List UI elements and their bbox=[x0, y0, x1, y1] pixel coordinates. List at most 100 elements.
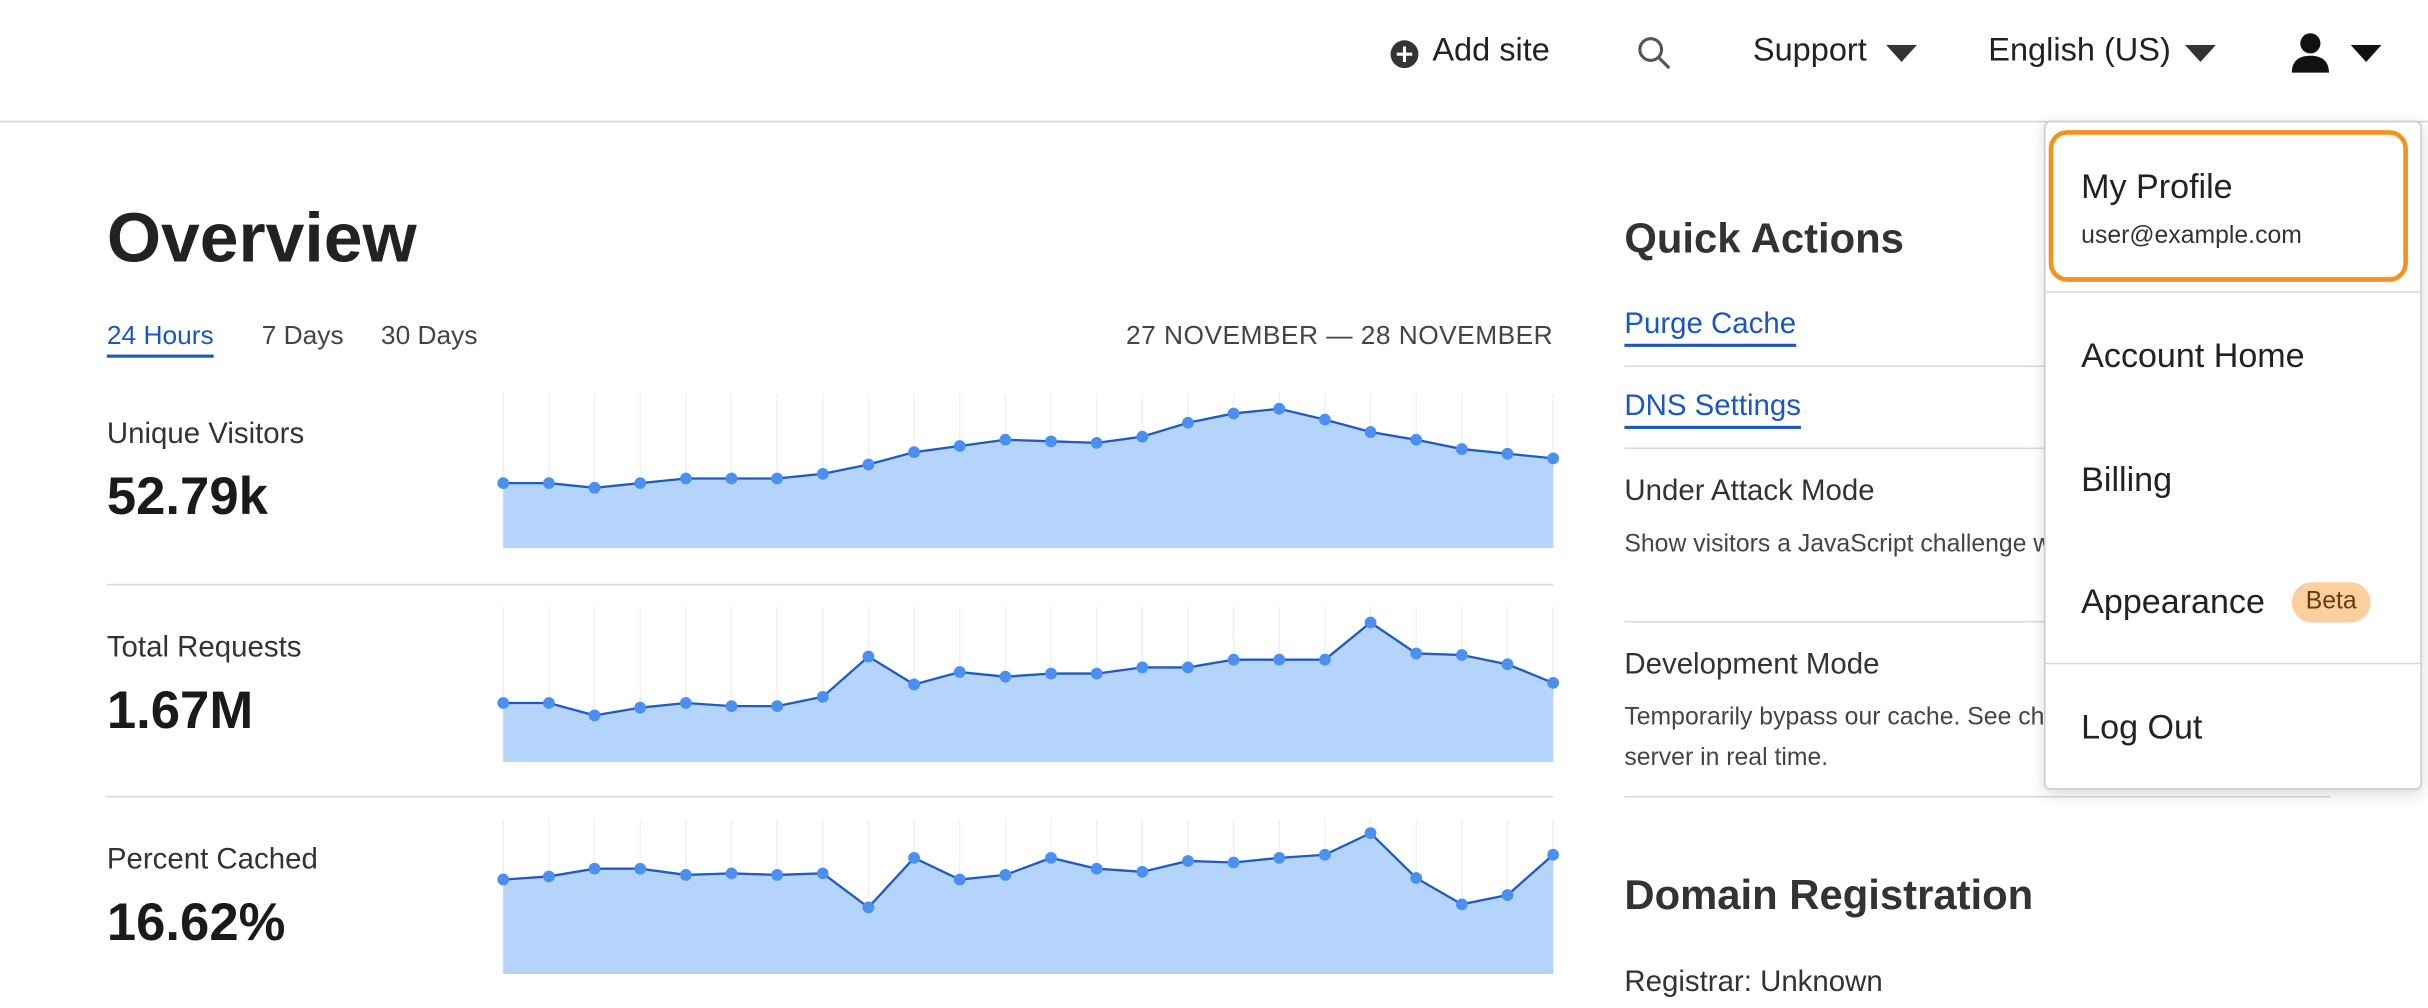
sparkline-point bbox=[816, 690, 829, 702]
sparkline-point bbox=[1227, 407, 1240, 420]
sparkline-point bbox=[1136, 865, 1149, 878]
caret bbox=[2350, 44, 2382, 62]
sparkline-point bbox=[908, 446, 920, 459]
sparkline-point bbox=[588, 862, 601, 875]
sparkline-point bbox=[1090, 436, 1103, 449]
sparkline-point bbox=[1455, 443, 1468, 455]
sparkline-point bbox=[1273, 402, 1286, 415]
metric-value: 1.67M bbox=[106, 680, 254, 740]
sparkline-point bbox=[1501, 447, 1514, 460]
sparkline-area bbox=[503, 621, 1554, 762]
metric-label: Unique Visitors bbox=[106, 418, 305, 451]
sparkline-point bbox=[816, 467, 829, 480]
sparkline-point bbox=[588, 708, 601, 721]
language-menu[interactable]: English (US) bbox=[1988, 32, 2171, 69]
separator bbox=[106, 583, 1554, 586]
header: Add site Support English (US) bbox=[0, 0, 2428, 123]
sparkline-area bbox=[503, 408, 1554, 549]
dns-settings-link[interactable]: DNS Settings bbox=[1624, 390, 1801, 429]
sparkline-point bbox=[908, 677, 920, 690]
sparkline-point bbox=[543, 696, 555, 709]
sparkline-point bbox=[497, 873, 510, 886]
sparkline-point bbox=[1455, 648, 1468, 661]
sparkline bbox=[497, 606, 1560, 762]
sparkline-point bbox=[497, 477, 510, 490]
sparkline-point bbox=[1182, 416, 1194, 429]
sparkline-point bbox=[725, 699, 738, 712]
my-profile[interactable]: My Profile bbox=[2081, 167, 2233, 206]
separator bbox=[2045, 291, 2421, 293]
domain-registration-title: Domain Registration bbox=[1624, 871, 2034, 919]
sparkline-point bbox=[1136, 430, 1149, 443]
sparkline-point bbox=[1319, 413, 1331, 426]
sparkline-point bbox=[679, 869, 692, 881]
sparkline-point bbox=[862, 458, 875, 471]
tab[interactable]: 24 Hours bbox=[106, 321, 214, 358]
sparkline-point bbox=[634, 862, 647, 875]
sparkline-point bbox=[1227, 856, 1240, 869]
menu-item[interactable]: Appearance bbox=[2081, 582, 2265, 621]
sparkline-point bbox=[1319, 848, 1331, 861]
sparkline-point bbox=[1273, 851, 1286, 864]
sparkline-point bbox=[634, 701, 647, 713]
sparkline bbox=[497, 393, 1560, 549]
sparkline bbox=[497, 819, 1560, 975]
sparkline-point bbox=[497, 696, 510, 709]
date-range: 27 NOVEMBER — 28 NOVEMBER bbox=[1126, 320, 1554, 350]
metric-value: 16.62% bbox=[106, 893, 286, 953]
sparkline-line bbox=[503, 620, 1554, 716]
tab[interactable]: 7 Days bbox=[261, 320, 344, 350]
sparkline-point bbox=[1364, 426, 1377, 438]
sparkline-point bbox=[679, 696, 692, 709]
support-menu[interactable]: Support bbox=[1752, 32, 1867, 69]
sparkline-line bbox=[503, 831, 1554, 909]
sparkline-point bbox=[953, 665, 966, 678]
sparkline-point bbox=[908, 851, 920, 864]
sparkline-point bbox=[1410, 872, 1423, 884]
sparkline-point bbox=[1090, 666, 1103, 679]
menu-item[interactable]: Billing bbox=[2081, 459, 2173, 499]
menu-item[interactable]: Account Home bbox=[2081, 336, 2305, 375]
sparkline-point bbox=[634, 477, 647, 490]
separator bbox=[106, 795, 1554, 798]
overview-title: Overview bbox=[106, 198, 417, 278]
metric-value: 52.79k bbox=[106, 467, 268, 527]
metric-label: Total Requests bbox=[106, 631, 302, 664]
sparkline-point bbox=[1136, 660, 1149, 673]
separator bbox=[1624, 447, 2331, 450]
sparkline-point bbox=[725, 472, 738, 485]
sparkline-point bbox=[862, 901, 875, 914]
sparkline-point bbox=[1045, 666, 1057, 679]
sparkline-point bbox=[1319, 653, 1331, 665]
sparkline-point bbox=[1501, 657, 1514, 670]
tab[interactable]: 30 Days bbox=[380, 320, 478, 350]
sparkline-point bbox=[1182, 660, 1194, 673]
sparkline-point bbox=[1547, 452, 1560, 465]
user-icon[interactable] bbox=[2290, 33, 2330, 73]
sparkline-point bbox=[1227, 653, 1240, 665]
sparkline-point bbox=[1273, 653, 1286, 665]
search-icon[interactable] bbox=[1637, 36, 1674, 73]
sparkline-point bbox=[1410, 646, 1423, 659]
sparkline-point bbox=[588, 481, 601, 494]
sparkline-point bbox=[1455, 898, 1468, 911]
sparkline-point bbox=[1501, 889, 1514, 901]
add-site[interactable]: Add site bbox=[1432, 32, 1550, 69]
sparkline-point bbox=[725, 867, 738, 880]
user-dropdown: My Profile user@example.com Account Home… bbox=[2044, 120, 2422, 790]
profile-highlight[interactable] bbox=[2048, 130, 2408, 282]
sparkline-point bbox=[1364, 615, 1377, 628]
add-icon bbox=[1390, 40, 1419, 69]
sparkline-point bbox=[1090, 862, 1103, 875]
purge-cache-link[interactable]: Purge Cache bbox=[1624, 308, 1797, 347]
registrar: Registrar: Unknown bbox=[1624, 966, 1883, 999]
sparkline-point bbox=[816, 867, 829, 880]
sparkline-point bbox=[1364, 827, 1377, 839]
sparkline-point bbox=[679, 472, 692, 485]
separator bbox=[1624, 795, 2331, 798]
sparkline-point bbox=[999, 670, 1012, 682]
sparkline-point bbox=[999, 433, 1012, 446]
item-title: Under Attack Mode bbox=[1624, 475, 1875, 508]
log-out[interactable]: Log Out bbox=[2081, 707, 2203, 747]
